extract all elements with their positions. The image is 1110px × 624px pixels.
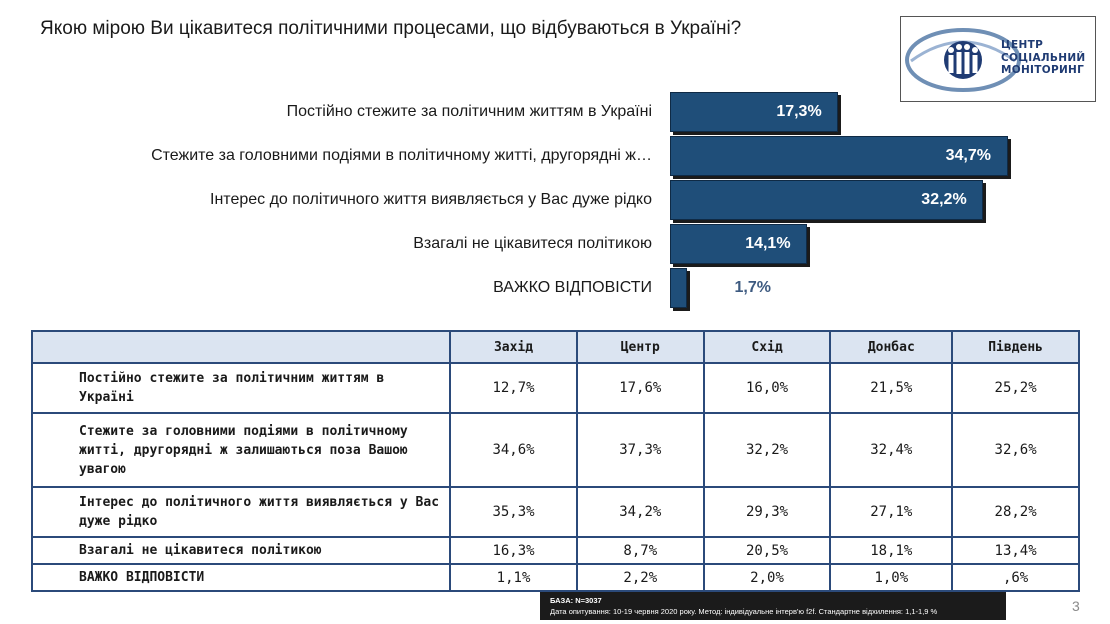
table-cell: 34,2% <box>575 486 705 538</box>
table-cell: 25,2% <box>951 362 1080 414</box>
bar <box>670 224 808 264</box>
logo-emblem-icon <box>905 28 1021 92</box>
region-table: Захід Центр Схід Донбас Південь Постійно… <box>30 330 1080 592</box>
table-row-label: Постійно стежите за політичним життям в … <box>30 362 452 414</box>
table-cell: 2,2% <box>575 563 705 592</box>
table-header: Схід <box>702 330 832 364</box>
table-cell: 1,0% <box>829 563 954 592</box>
bar <box>670 92 839 132</box>
table-cell: 2,0% <box>702 563 832 592</box>
table-row: Стежите за головними подіями в політично… <box>30 412 1080 488</box>
table-cell: 8,7% <box>575 536 705 565</box>
bar-label: Інтерес до політичного життя виявляється… <box>210 191 652 208</box>
table-cell: ,6% <box>951 563 1080 592</box>
table-cell: 32,2% <box>702 412 832 488</box>
table-row-label: Взагалі не цікавитеся політикою <box>30 536 452 565</box>
table-cell: 29,3% <box>702 486 832 538</box>
footer-base: БАЗА: N=3037 <box>550 596 602 605</box>
table-cell: 37,3% <box>575 412 705 488</box>
table-cell: 13,4% <box>951 536 1080 565</box>
logo-line: ЦЕНТР <box>1001 39 1044 51</box>
bar <box>670 268 687 308</box>
page-number: 3 <box>1072 598 1080 614</box>
survey-footer: БАЗА: N=3037 Дата опитування: 10-19 черв… <box>540 592 1006 620</box>
bar <box>670 180 984 220</box>
table-cell: 35,3% <box>449 486 578 538</box>
table-cell: 16,3% <box>449 536 578 565</box>
table-row-label: Стежите за головними подіями в політично… <box>30 412 452 488</box>
logo-line: СОЦІАЛЬНИЙ <box>1001 51 1086 64</box>
bar-label: Постійно стежите за політичним життям в … <box>286 103 652 120</box>
table-cell: 21,5% <box>829 362 954 414</box>
table-row: Інтерес до політичного життя виявляється… <box>30 486 1080 538</box>
bar-chart: Постійно стежите за політичним життям в … <box>0 84 1110 316</box>
bar-value-label: 1,7% <box>734 279 771 296</box>
bar-label: ВАЖКО ВІДПОВІСТИ <box>493 279 652 296</box>
table-cell: 16,0% <box>702 362 832 414</box>
footer-details: Дата опитування: 10-19 червня 2020 року.… <box>550 607 938 616</box>
table-header: Центр <box>575 330 705 364</box>
table-cell: 32,4% <box>829 412 954 488</box>
bar-value-label: 14,1% <box>745 235 791 252</box>
table-row-label: Інтерес до політичного життя виявляється… <box>30 486 452 538</box>
table-row: Постійно стежите за політичним життям в … <box>30 362 1080 414</box>
table-row: ВАЖКО ВІДПОВІСТИ 1,1% 2,2% 2,0% 1,0% ,6% <box>30 563 1080 592</box>
table-header: Донбас <box>829 330 954 364</box>
table-cell: 1,1% <box>449 563 578 592</box>
table-header-row: Захід Центр Схід Донбас Південь <box>30 330 1080 364</box>
table-cell: 32,6% <box>951 412 1080 488</box>
table-header <box>30 330 452 364</box>
table-cell: 17,6% <box>575 362 705 414</box>
table-cell: 18,1% <box>829 536 954 565</box>
table-header: Захід <box>449 330 578 364</box>
page-title: Якою мірою Ви цікавитеся політичними про… <box>40 18 742 39</box>
table-cell: 27,1% <box>829 486 954 538</box>
bar <box>670 136 1008 176</box>
logo: ЦЕНТР СОЦІАЛЬНИЙ МОНІТОРИНГ <box>900 16 1096 102</box>
bar-label: Взагалі не цікавитеся політикою <box>413 235 652 252</box>
logo-text: ЦЕНТР СОЦІАЛЬНИЙ МОНІТОРИНГ <box>1001 39 1086 77</box>
table-header: Південь <box>951 330 1080 364</box>
table-row: Взагалі не цікавитеся політикою 16,3% 8,… <box>30 536 1080 565</box>
bar-value-label: 34,7% <box>945 147 991 164</box>
table-cell: 20,5% <box>702 536 832 565</box>
bar-label: Стежите за головними подіями в політично… <box>151 147 652 164</box>
logo-line: МОНІТОРИНГ <box>1001 64 1085 76</box>
bar-value-label: 32,2% <box>921 191 967 208</box>
table-cell: 34,6% <box>449 412 578 488</box>
table-cell: 28,2% <box>951 486 1080 538</box>
table-cell: 12,7% <box>449 362 578 414</box>
table-row-label: ВАЖКО ВІДПОВІСТИ <box>30 563 452 592</box>
bar-value-label: 17,3% <box>776 103 822 120</box>
